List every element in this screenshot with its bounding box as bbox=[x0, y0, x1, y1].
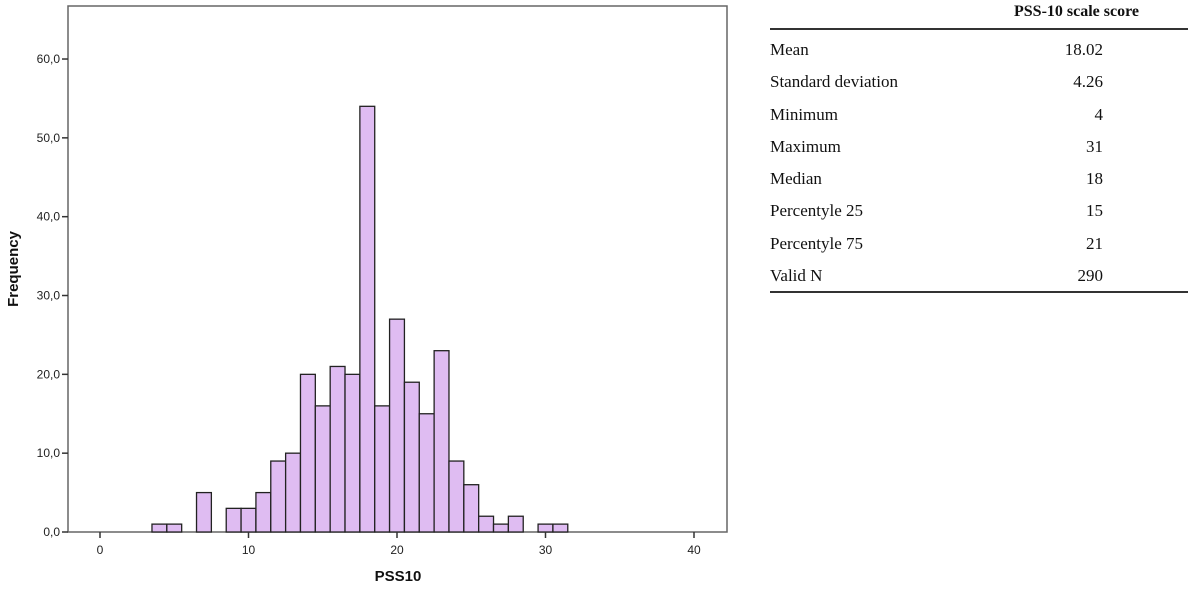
row-value: 4.26 bbox=[1073, 72, 1103, 92]
histogram-bar-12 bbox=[270, 460, 287, 533]
stats-table: PSS-10 scale score Mean 18.02 Standard dev… bbox=[770, 0, 1188, 294]
histogram-bar-28 bbox=[507, 515, 524, 533]
row-label: Mean bbox=[770, 40, 809, 59]
histogram-bar-13 bbox=[284, 452, 302, 533]
histogram-bar-18 bbox=[359, 105, 376, 533]
histogram-bar-30 bbox=[537, 523, 554, 533]
table-row: Percentyle 75 21 bbox=[770, 227, 1188, 259]
x-tick-label: 30 bbox=[539, 543, 553, 557]
row-label: Percentyle 75 bbox=[770, 233, 863, 253]
histogram-bar-5 bbox=[166, 523, 183, 533]
y-tick-label: 50,0 bbox=[37, 131, 61, 145]
x-tick-label: 0 bbox=[97, 543, 104, 557]
row-value: 18.02 bbox=[1064, 40, 1103, 59]
row-value: 290 bbox=[1077, 266, 1104, 286]
row-value: 21 bbox=[1086, 233, 1103, 253]
y-tick-label: 10,0 bbox=[37, 446, 61, 460]
y-tick-label: 60,0 bbox=[37, 52, 61, 66]
row-value: 18 bbox=[1086, 169, 1103, 189]
histogram-bar-21 bbox=[403, 381, 420, 533]
row-value: 15 bbox=[1086, 201, 1103, 221]
y-tick-label: 0,0 bbox=[43, 525, 60, 539]
histogram-bar-23 bbox=[433, 350, 450, 533]
histogram-bar-26 bbox=[478, 515, 495, 533]
histogram-bar-15 bbox=[314, 405, 331, 533]
y-tick-label: 40,0 bbox=[37, 210, 61, 224]
histogram-bar-19 bbox=[374, 405, 391, 533]
histogram-bar-9 bbox=[225, 507, 242, 533]
x-tick-label: 10 bbox=[242, 543, 256, 557]
histogram-bar-7 bbox=[195, 491, 213, 533]
y-axis-title: Frequency bbox=[5, 230, 22, 307]
histogram-bar-17 bbox=[344, 373, 361, 533]
column-header: PSS-10 scale score bbox=[1014, 3, 1140, 20]
table-header: PSS-10 scale score bbox=[770, 0, 1188, 30]
histogram-bar-10 bbox=[240, 507, 257, 533]
histogram-bar-16 bbox=[329, 365, 346, 533]
row-label: Median bbox=[770, 169, 822, 189]
histogram-bar-11 bbox=[255, 491, 272, 533]
row-label: Maximum bbox=[770, 136, 841, 156]
row-value: 31 bbox=[1086, 136, 1103, 156]
histogram-bar-22 bbox=[418, 413, 435, 533]
table-row: Median 18 bbox=[770, 162, 1188, 194]
row-value: 4 bbox=[1094, 104, 1104, 124]
table-row: Maximum 31 bbox=[770, 130, 1188, 162]
row-label: Standard deviation bbox=[770, 72, 898, 92]
row-label: Valid N bbox=[770, 266, 823, 286]
table-row: Standard deviation 4.26 bbox=[770, 65, 1188, 97]
x-tick-label: 40 bbox=[687, 543, 701, 557]
histogram-bar-27 bbox=[492, 523, 510, 533]
histogram-bar-20 bbox=[388, 318, 406, 533]
table-bottom-rule bbox=[770, 291, 1188, 294]
y-tick-label: 20,0 bbox=[37, 367, 61, 381]
histogram-bar-24 bbox=[448, 460, 465, 533]
x-tick-label: 20 bbox=[390, 543, 404, 557]
histogram-bar-14 bbox=[299, 373, 316, 533]
histogram-bar-4 bbox=[151, 523, 168, 533]
histogram: 0 10 20 30 40 0,0 10,0 20,0 30,0 40,0 50,0 60,0 PS… bbox=[5, 5, 728, 585]
table-row: Mean 18.02 bbox=[770, 33, 1188, 65]
table-row: Minimum 4 bbox=[770, 98, 1188, 130]
row-label: Percentyle 25 bbox=[770, 201, 863, 221]
row-label: Minimum bbox=[770, 104, 839, 124]
histogram-bar-25 bbox=[463, 484, 480, 533]
table-row: Percentyle 25 15 bbox=[770, 194, 1188, 226]
histogram-bar-31 bbox=[552, 523, 569, 533]
table-row: Valid N 290 bbox=[770, 259, 1188, 291]
y-tick-label: 30,0 bbox=[37, 289, 61, 303]
x-axis-title: PSS10 bbox=[375, 568, 422, 585]
